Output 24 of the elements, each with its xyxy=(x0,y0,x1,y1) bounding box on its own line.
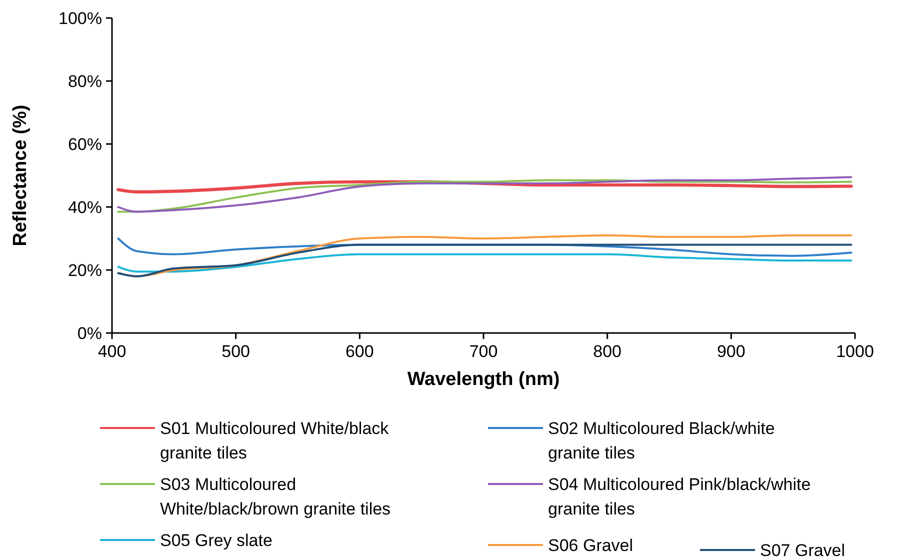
x-tick-label: 500 xyxy=(222,342,250,361)
x-tick-label: 400 xyxy=(98,342,126,361)
y-axis-title: Reflectance (%) xyxy=(10,104,31,246)
legend-label: S01 Multicoloured White/black granite tiles xyxy=(160,418,390,463)
legend-label: S02 Multicoloured Black/white granite tiles xyxy=(548,418,775,463)
x-tick-label: 900 xyxy=(716,342,746,361)
legend-label: S05 Grey slate xyxy=(160,530,272,550)
legend-label: S04 Multicoloured Pink/black/white granite tiles xyxy=(548,474,811,519)
legend-label: S06 Gravel xyxy=(548,536,634,555)
y-tick-label: 100% xyxy=(58,8,102,28)
legend-label: S07 Gravel xyxy=(760,540,846,560)
legend-label: S03 Multicoloured White/black/brown granite tiles xyxy=(160,474,391,519)
y-tick-label: 40% xyxy=(68,198,102,217)
x-axis-title: Wavelength (nm) xyxy=(407,369,560,390)
x-tick-label: 1000 xyxy=(836,342,874,361)
line-series xyxy=(117,253,852,273)
y-tick-label: 80% xyxy=(68,72,102,91)
y-tick-label: 60% xyxy=(68,134,102,154)
y-tick-label: 0% xyxy=(77,324,102,343)
x-tick-label: 700 xyxy=(469,342,498,361)
x-tick-label: 800 xyxy=(593,342,622,361)
y-tick-label: 20% xyxy=(68,260,102,280)
line-series xyxy=(117,244,852,278)
x-tick-label: 600 xyxy=(345,342,374,361)
